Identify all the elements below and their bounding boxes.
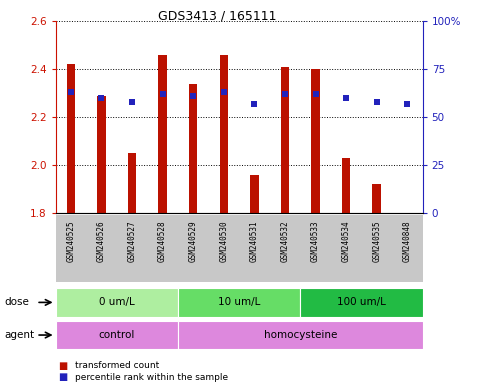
Text: percentile rank within the sample: percentile rank within the sample	[75, 372, 228, 382]
Text: dose: dose	[5, 297, 30, 308]
Text: agent: agent	[5, 330, 35, 340]
Text: GSM240533: GSM240533	[311, 220, 320, 262]
Bar	[158, 55, 167, 213]
Bar	[219, 55, 228, 213]
Text: GSM240529: GSM240529	[189, 220, 198, 262]
Text: GSM240528: GSM240528	[158, 220, 167, 262]
Text: ■: ■	[58, 361, 67, 371]
Text: GSM240532: GSM240532	[281, 220, 289, 262]
Bar	[311, 69, 320, 213]
Text: control: control	[99, 330, 135, 340]
Bar	[178, 321, 423, 349]
Text: GSM240530: GSM240530	[219, 220, 228, 262]
Bar	[67, 65, 75, 213]
Text: GSM240535: GSM240535	[372, 220, 381, 262]
Bar	[342, 158, 351, 213]
Bar	[372, 184, 381, 213]
Text: 10 um/L: 10 um/L	[218, 297, 260, 308]
Text: GSM240526: GSM240526	[97, 220, 106, 262]
Bar	[97, 96, 106, 213]
Bar	[281, 67, 289, 213]
Text: GSM240527: GSM240527	[128, 220, 137, 262]
Bar	[250, 175, 259, 213]
Text: GSM240534: GSM240534	[341, 220, 351, 262]
Text: 100 um/L: 100 um/L	[337, 297, 386, 308]
Bar	[56, 288, 178, 317]
Text: ■: ■	[58, 372, 67, 382]
Bar	[128, 153, 136, 213]
Text: transformed count: transformed count	[75, 361, 159, 370]
Text: GSM240525: GSM240525	[66, 220, 75, 262]
Bar	[189, 84, 198, 213]
Text: GDS3413 / 165111: GDS3413 / 165111	[158, 10, 277, 23]
Text: GSM240531: GSM240531	[250, 220, 259, 262]
Text: GSM240848: GSM240848	[403, 220, 412, 262]
Bar	[300, 288, 423, 317]
Text: homocysteine: homocysteine	[264, 330, 337, 340]
Bar	[178, 288, 300, 317]
Text: 0 um/L: 0 um/L	[99, 297, 135, 308]
Bar	[56, 321, 178, 349]
